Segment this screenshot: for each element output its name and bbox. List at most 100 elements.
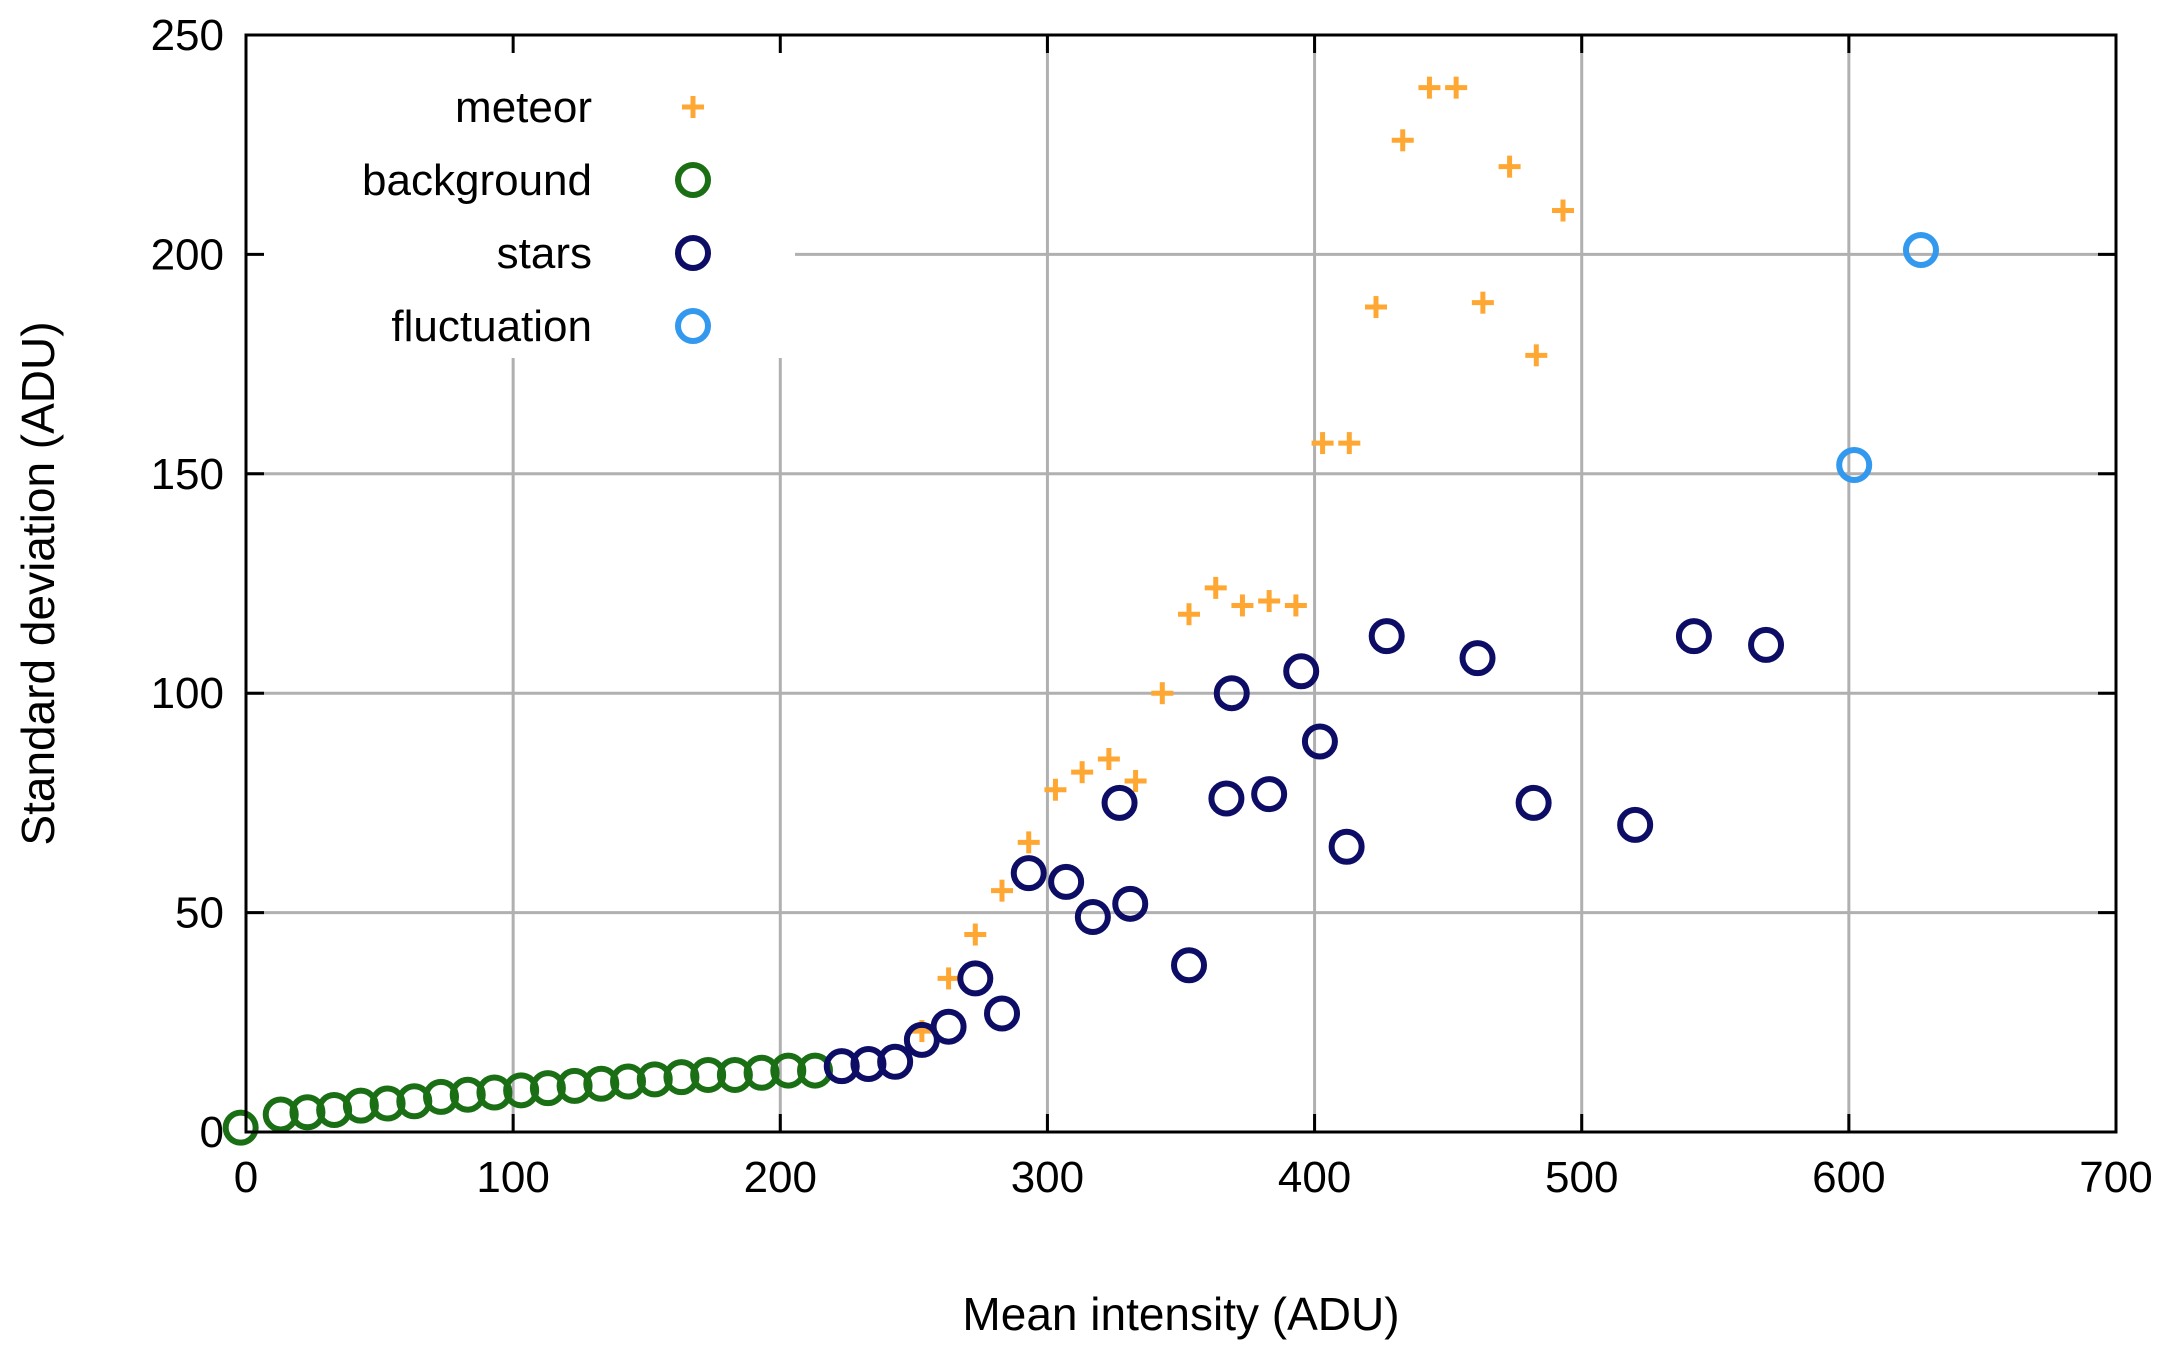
meteor-point [1231, 594, 1254, 617]
stars-point [1283, 653, 1320, 690]
background-point [636, 1061, 673, 1098]
series-stars [823, 618, 1785, 1085]
x-tick-label: 700 [2079, 1153, 2152, 1202]
meteor-point [1552, 199, 1575, 222]
meteor-point [1498, 155, 1521, 178]
meteor-point [991, 879, 1014, 902]
background-point [770, 1052, 807, 1089]
stars-point [1748, 626, 1785, 663]
y-tick-label: 50 [175, 889, 224, 938]
meteor-point [1097, 748, 1120, 771]
legend-label-meteor: meteor [455, 83, 592, 132]
x-tick-label: 200 [744, 1153, 817, 1202]
stars-point [1328, 828, 1365, 865]
y-tick-label: 250 [151, 11, 224, 60]
meteor-point [1418, 76, 1441, 99]
x-tick-label: 400 [1278, 1153, 1351, 1202]
legend-marker-meteor [682, 96, 704, 118]
y-tick-label: 0 [200, 1108, 224, 1157]
background-point [743, 1054, 780, 1091]
legend-label-stars: stars [497, 229, 592, 278]
stars-point [1301, 723, 1338, 760]
stars-point [1459, 640, 1496, 677]
legend: meteor background stars fluctuation [362, 83, 711, 351]
background-point [583, 1065, 620, 1102]
stars-point [1048, 863, 1085, 900]
legend-label-fluctuation: fluctuation [391, 302, 592, 351]
meteor-point [1178, 603, 1201, 626]
x-tick-label: 300 [1011, 1153, 1084, 1202]
background-point [342, 1087, 379, 1124]
meteor-point [1204, 576, 1227, 599]
y-tick-label: 150 [151, 450, 224, 499]
x-tick-label: 100 [476, 1153, 549, 1202]
grid [246, 35, 2116, 1132]
stars-point [930, 1008, 967, 1045]
background-point [716, 1056, 753, 1093]
legend-marker-fluctuation [675, 308, 711, 344]
stars-point [1010, 855, 1047, 892]
fluctuation-point [1836, 447, 1873, 484]
series-background [222, 1052, 834, 1146]
background-point [222, 1109, 259, 1146]
series-fluctuation [1836, 232, 1939, 484]
meteor-point [1124, 769, 1147, 792]
stars-point [1515, 784, 1552, 821]
stars-point [1208, 780, 1245, 817]
meteor-point [1365, 296, 1388, 319]
meteor-point [1525, 344, 1548, 367]
background-point [369, 1085, 406, 1122]
axis-ticks [246, 35, 2116, 1132]
x-axis-title: Mean intensity (ADU) [962, 1288, 1399, 1340]
meteor-point [1071, 761, 1094, 784]
stars-point [1101, 784, 1138, 821]
background-point [556, 1067, 593, 1104]
axis-tick-labels: 0 100 200 300 400 500 600 700 0 50 100 150 200 250 [151, 11, 2153, 1202]
background-point [262, 1096, 299, 1133]
data-points [222, 76, 1939, 1146]
meteor-point [1311, 432, 1334, 455]
meteor-point [1151, 682, 1174, 705]
x-tick-label: 600 [1812, 1153, 1885, 1202]
stars-point [877, 1043, 914, 1080]
meteor-point [1284, 594, 1307, 617]
stars-point [1112, 885, 1149, 922]
meteor-point [1258, 590, 1281, 613]
series-meteor [910, 76, 1575, 1043]
y-axis-title: Standard deviation (ADU) [12, 321, 64, 845]
fluctuation-point [1902, 232, 1939, 269]
stars-point [850, 1045, 887, 1082]
stars-point [957, 960, 994, 997]
background-point [423, 1078, 460, 1115]
stars-point [1617, 806, 1654, 843]
plot-frame [244, 33, 2118, 1134]
meteor-point [937, 967, 960, 990]
stars-point [984, 995, 1021, 1032]
background-point [690, 1056, 727, 1093]
legend-label-background: background [362, 156, 592, 205]
legend-marker-stars [675, 235, 711, 271]
y-tick-label: 200 [151, 230, 224, 279]
meteor-point [964, 923, 987, 946]
legend-marker-background [675, 162, 711, 198]
background-point [529, 1070, 566, 1107]
background-point [503, 1072, 540, 1109]
meteor-point [1338, 432, 1361, 455]
meteor-point [1017, 831, 1040, 854]
stars-point [1368, 618, 1405, 655]
background-point [289, 1094, 326, 1131]
background-point [449, 1076, 486, 1113]
stars-point [1675, 618, 1712, 655]
meteor-point [1391, 129, 1414, 152]
stars-point [1074, 898, 1111, 935]
background-point [610, 1063, 647, 1100]
x-tick-label: 0 [234, 1153, 258, 1202]
meteor-point [1471, 291, 1494, 314]
meteor-point [1445, 76, 1468, 99]
stars-point [823, 1048, 860, 1085]
x-tick-label: 500 [1545, 1153, 1618, 1202]
stars-point [1213, 675, 1250, 712]
stars-point [1251, 776, 1288, 813]
background-point [476, 1074, 513, 1111]
